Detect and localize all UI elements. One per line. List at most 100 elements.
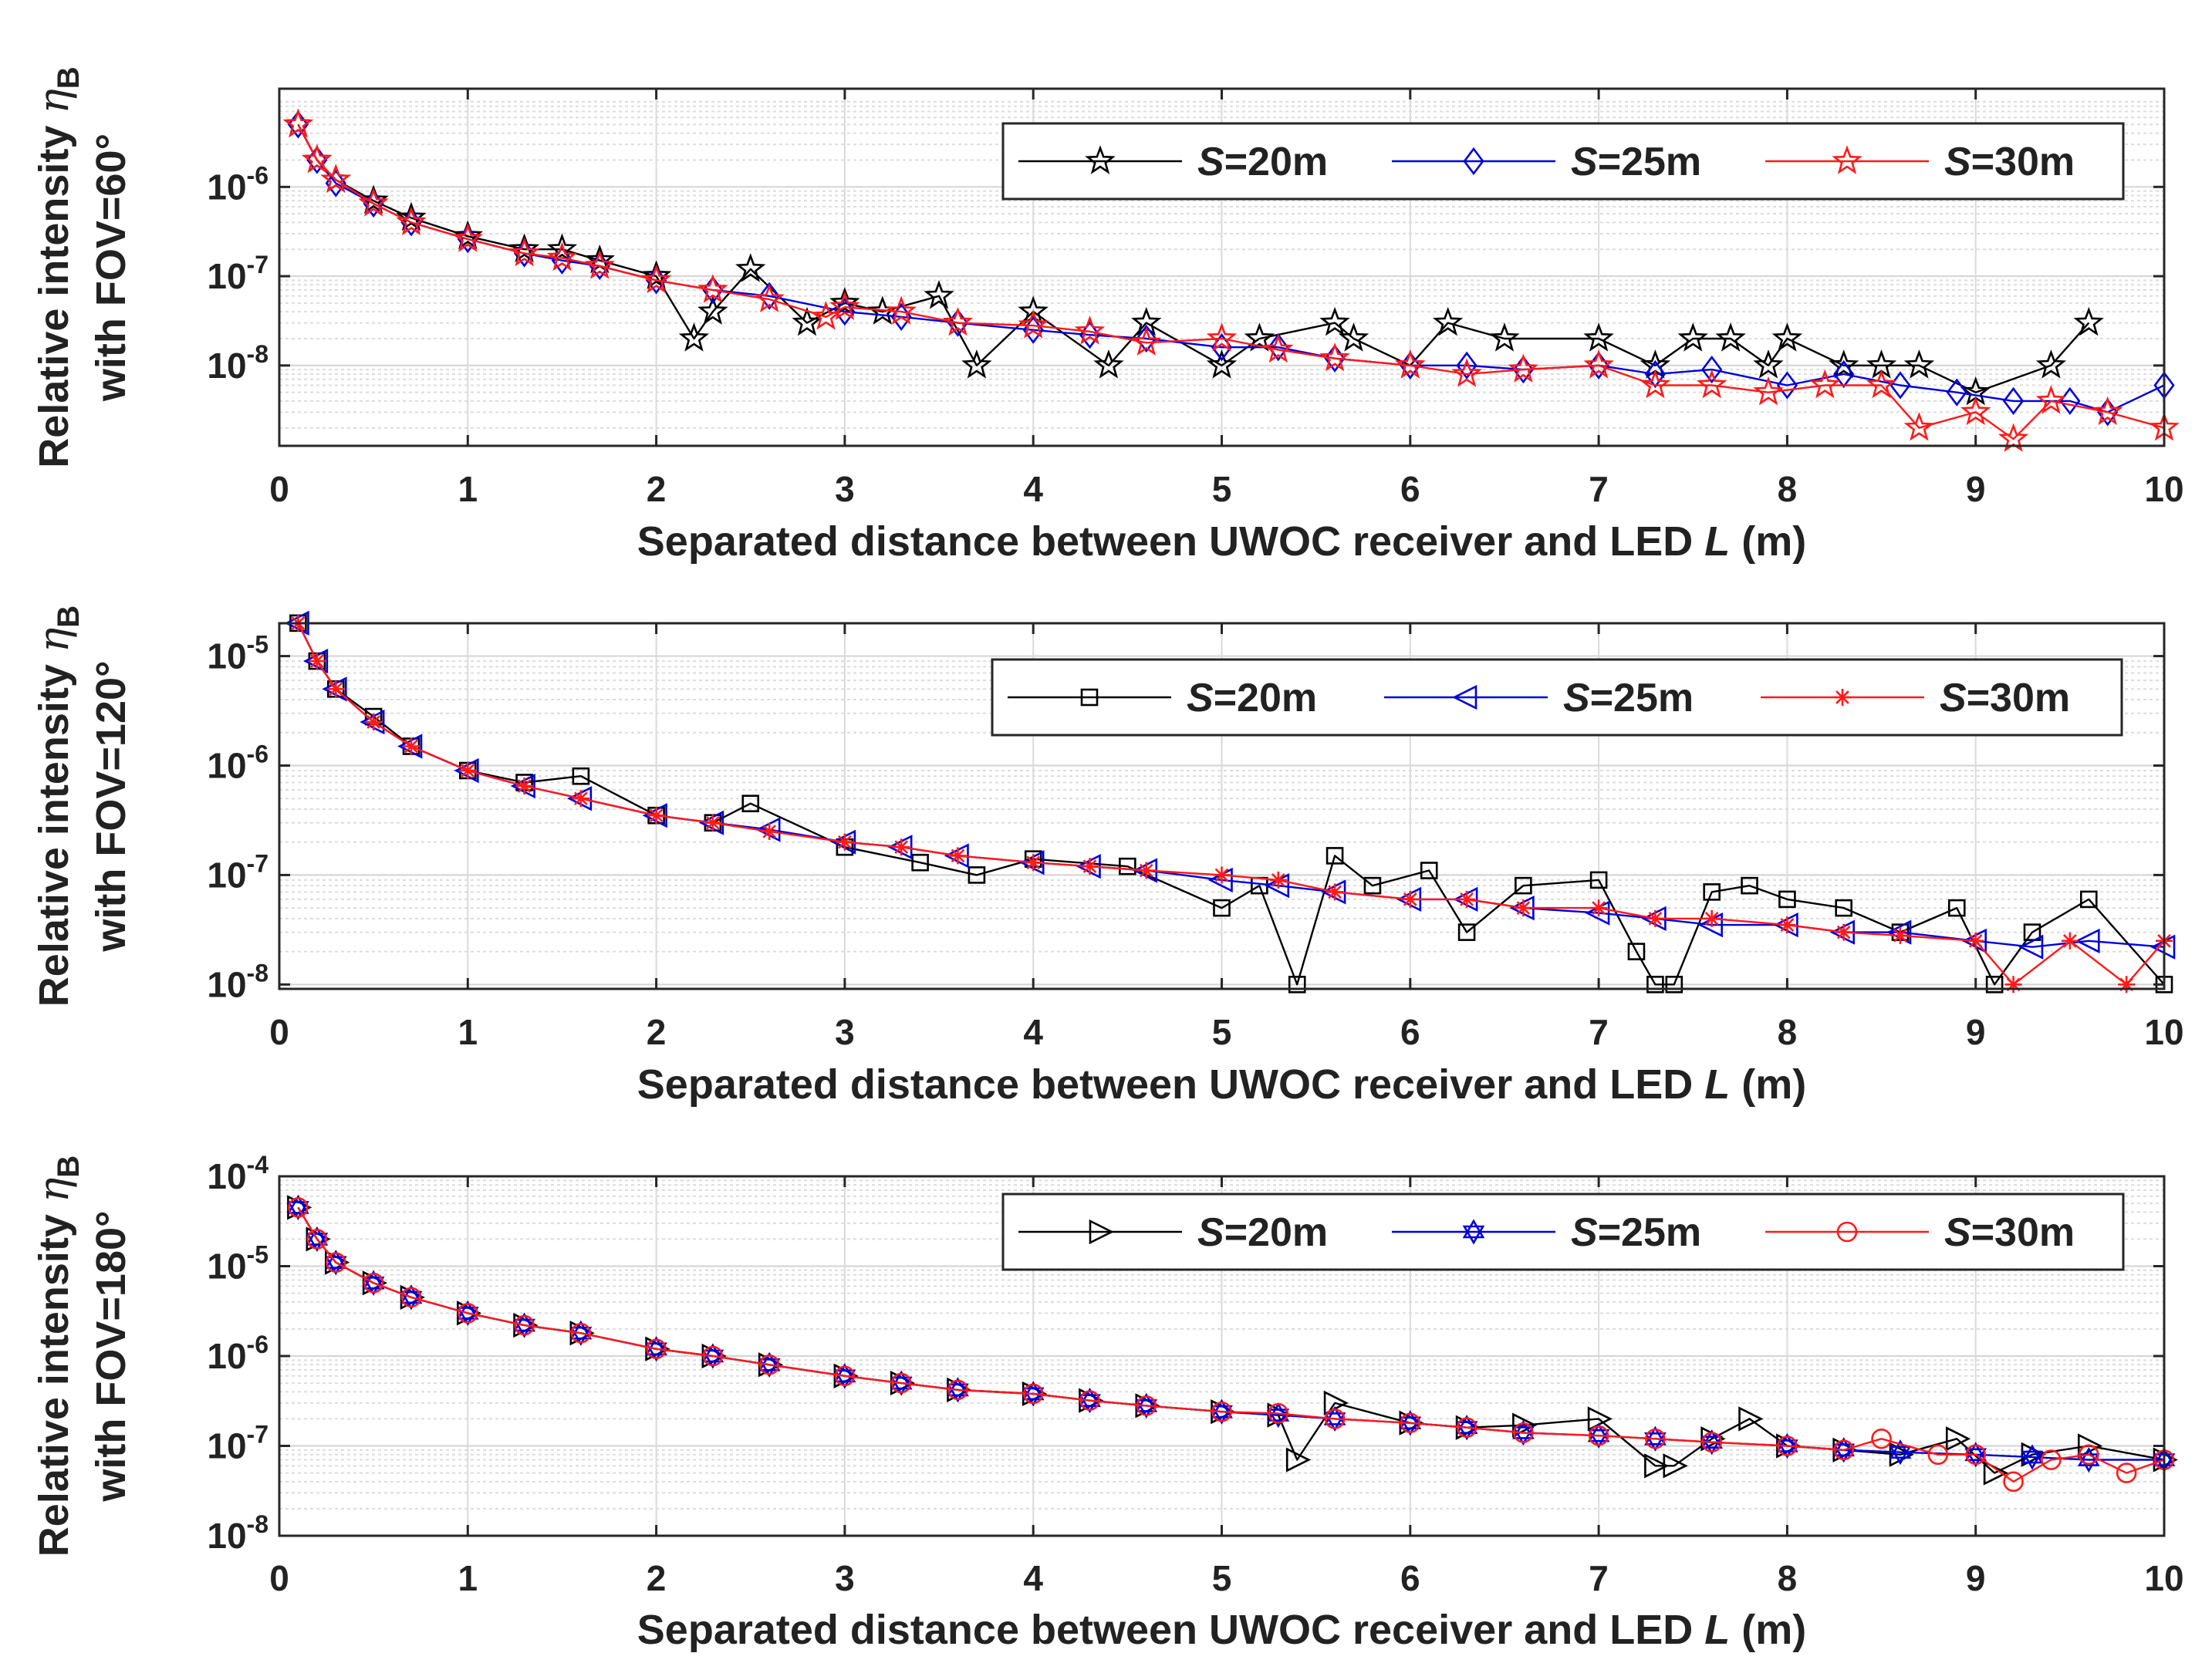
legend-label: S=20m <box>1197 140 1328 184</box>
data-point <box>1738 1406 1764 1432</box>
legend-label-value: =25m <box>1598 1210 1701 1255</box>
data-point <box>961 349 992 379</box>
legend-item: S=25m <box>1392 1210 1701 1255</box>
data-point <box>302 143 333 174</box>
legend-marker <box>1085 145 1116 174</box>
legend-marker <box>1832 145 1862 174</box>
data-point-stroke <box>1403 892 1417 906</box>
data-point <box>1777 1435 1798 1456</box>
legend-marker <box>1463 147 1484 176</box>
x-axis-label-variable: L <box>1704 518 1730 565</box>
legend-marker <box>1080 688 1099 707</box>
data-point <box>1206 349 1238 379</box>
data-point <box>2092 396 2123 426</box>
data-point <box>1983 1460 2009 1486</box>
data-point <box>325 1252 346 1273</box>
data-point <box>452 220 484 250</box>
data-point-stroke <box>1648 912 1663 926</box>
legend: S=20m S=25m S=30m <box>1001 122 2125 201</box>
data-point <box>2061 932 2079 950</box>
data-point <box>1640 369 1671 399</box>
data-point <box>1644 1425 1667 1452</box>
data-point <box>1696 369 1727 399</box>
legend-label: S=20m <box>1187 676 1317 720</box>
y-tick-base: 10 <box>207 1247 246 1287</box>
data-point-stroke <box>649 808 664 823</box>
x-tick-label: 6 <box>1400 1012 1420 1052</box>
y-tick-label: 10-8 <box>207 1510 268 1556</box>
data-point <box>1489 322 1520 352</box>
legend-marker-stroke <box>1835 690 1849 704</box>
data-point <box>947 1377 969 1403</box>
legend-label-variable: S <box>1571 140 1598 184</box>
data-point <box>1589 871 1608 889</box>
data-point <box>1288 976 1306 993</box>
y-tick-label: 10-6 <box>207 161 268 207</box>
y-axis-label-line2: with FOV=60° <box>88 133 134 402</box>
series-line <box>297 123 2165 440</box>
y-axis-label-subscript: B <box>52 606 86 628</box>
data-point <box>1324 1408 1346 1429</box>
data-point <box>1513 1422 1534 1443</box>
data-point <box>1323 1405 1346 1432</box>
data-point <box>1326 883 1344 901</box>
data-point <box>1703 909 1721 927</box>
x-tick-label: 6 <box>1400 469 1420 509</box>
data-point <box>702 1345 724 1367</box>
data-point <box>306 1226 329 1253</box>
data-point <box>400 1287 422 1308</box>
legend-item: S=30m <box>1765 1210 2075 1255</box>
data-point <box>1998 423 2029 452</box>
data-point <box>2002 386 2025 416</box>
data-point <box>1903 349 1935 379</box>
data-point <box>1400 1412 1421 1434</box>
data-point <box>515 778 533 795</box>
x-axis-label: Separated distance between UWOC receiver… <box>637 1061 1806 1108</box>
y-axis-label-subscript: B <box>52 66 86 89</box>
x-tick-label: 10 <box>2144 1012 2183 1052</box>
series-group <box>287 1194 2178 1493</box>
data-point <box>640 260 672 289</box>
data-point <box>1432 306 1464 336</box>
data-point <box>754 283 785 312</box>
data-point <box>829 287 860 316</box>
data-point <box>1776 371 1798 400</box>
data-point-stroke <box>574 791 588 806</box>
data-point <box>1022 1381 1045 1407</box>
data-point <box>2118 976 2136 993</box>
data-point <box>890 1370 913 1396</box>
legend-label-value: =25m <box>1598 140 1701 184</box>
data-point <box>1319 306 1350 336</box>
data-point-stroke <box>1780 918 1795 932</box>
y-tick-exponent: -7 <box>247 1421 268 1449</box>
data-point <box>697 274 728 303</box>
data-point <box>1512 1412 1538 1438</box>
data-point <box>704 814 721 832</box>
data-point-stroke <box>404 739 418 754</box>
data-point <box>1778 890 1796 909</box>
y-tick-base: 10 <box>207 1336 246 1376</box>
y-tick-base: 10 <box>207 1156 246 1196</box>
x-tick-label: 7 <box>1589 469 1609 509</box>
data-point <box>911 853 929 872</box>
data-point-stroke <box>1026 855 1041 870</box>
data-point <box>968 866 986 884</box>
data-point <box>836 833 853 851</box>
data-point <box>1701 355 1723 384</box>
data-point <box>735 253 766 282</box>
data-point <box>459 761 477 779</box>
legend: S=20m S=25m S=30m <box>991 658 2123 737</box>
data-point <box>358 184 389 214</box>
legend-marker <box>1834 689 1851 706</box>
data-point <box>320 164 352 193</box>
x-axis-label-variable: L <box>1704 1607 1730 1653</box>
x-tick-label: 3 <box>835 1012 855 1052</box>
data-point <box>2079 890 2098 909</box>
data-point <box>1211 1401 1232 1422</box>
data-point <box>890 1372 912 1394</box>
data-point <box>2003 1471 2024 1493</box>
data-point <box>1809 369 1840 399</box>
x-tick-label: 1 <box>458 1012 478 1052</box>
y-axis-label-line2: with FOV=120° <box>88 660 134 952</box>
